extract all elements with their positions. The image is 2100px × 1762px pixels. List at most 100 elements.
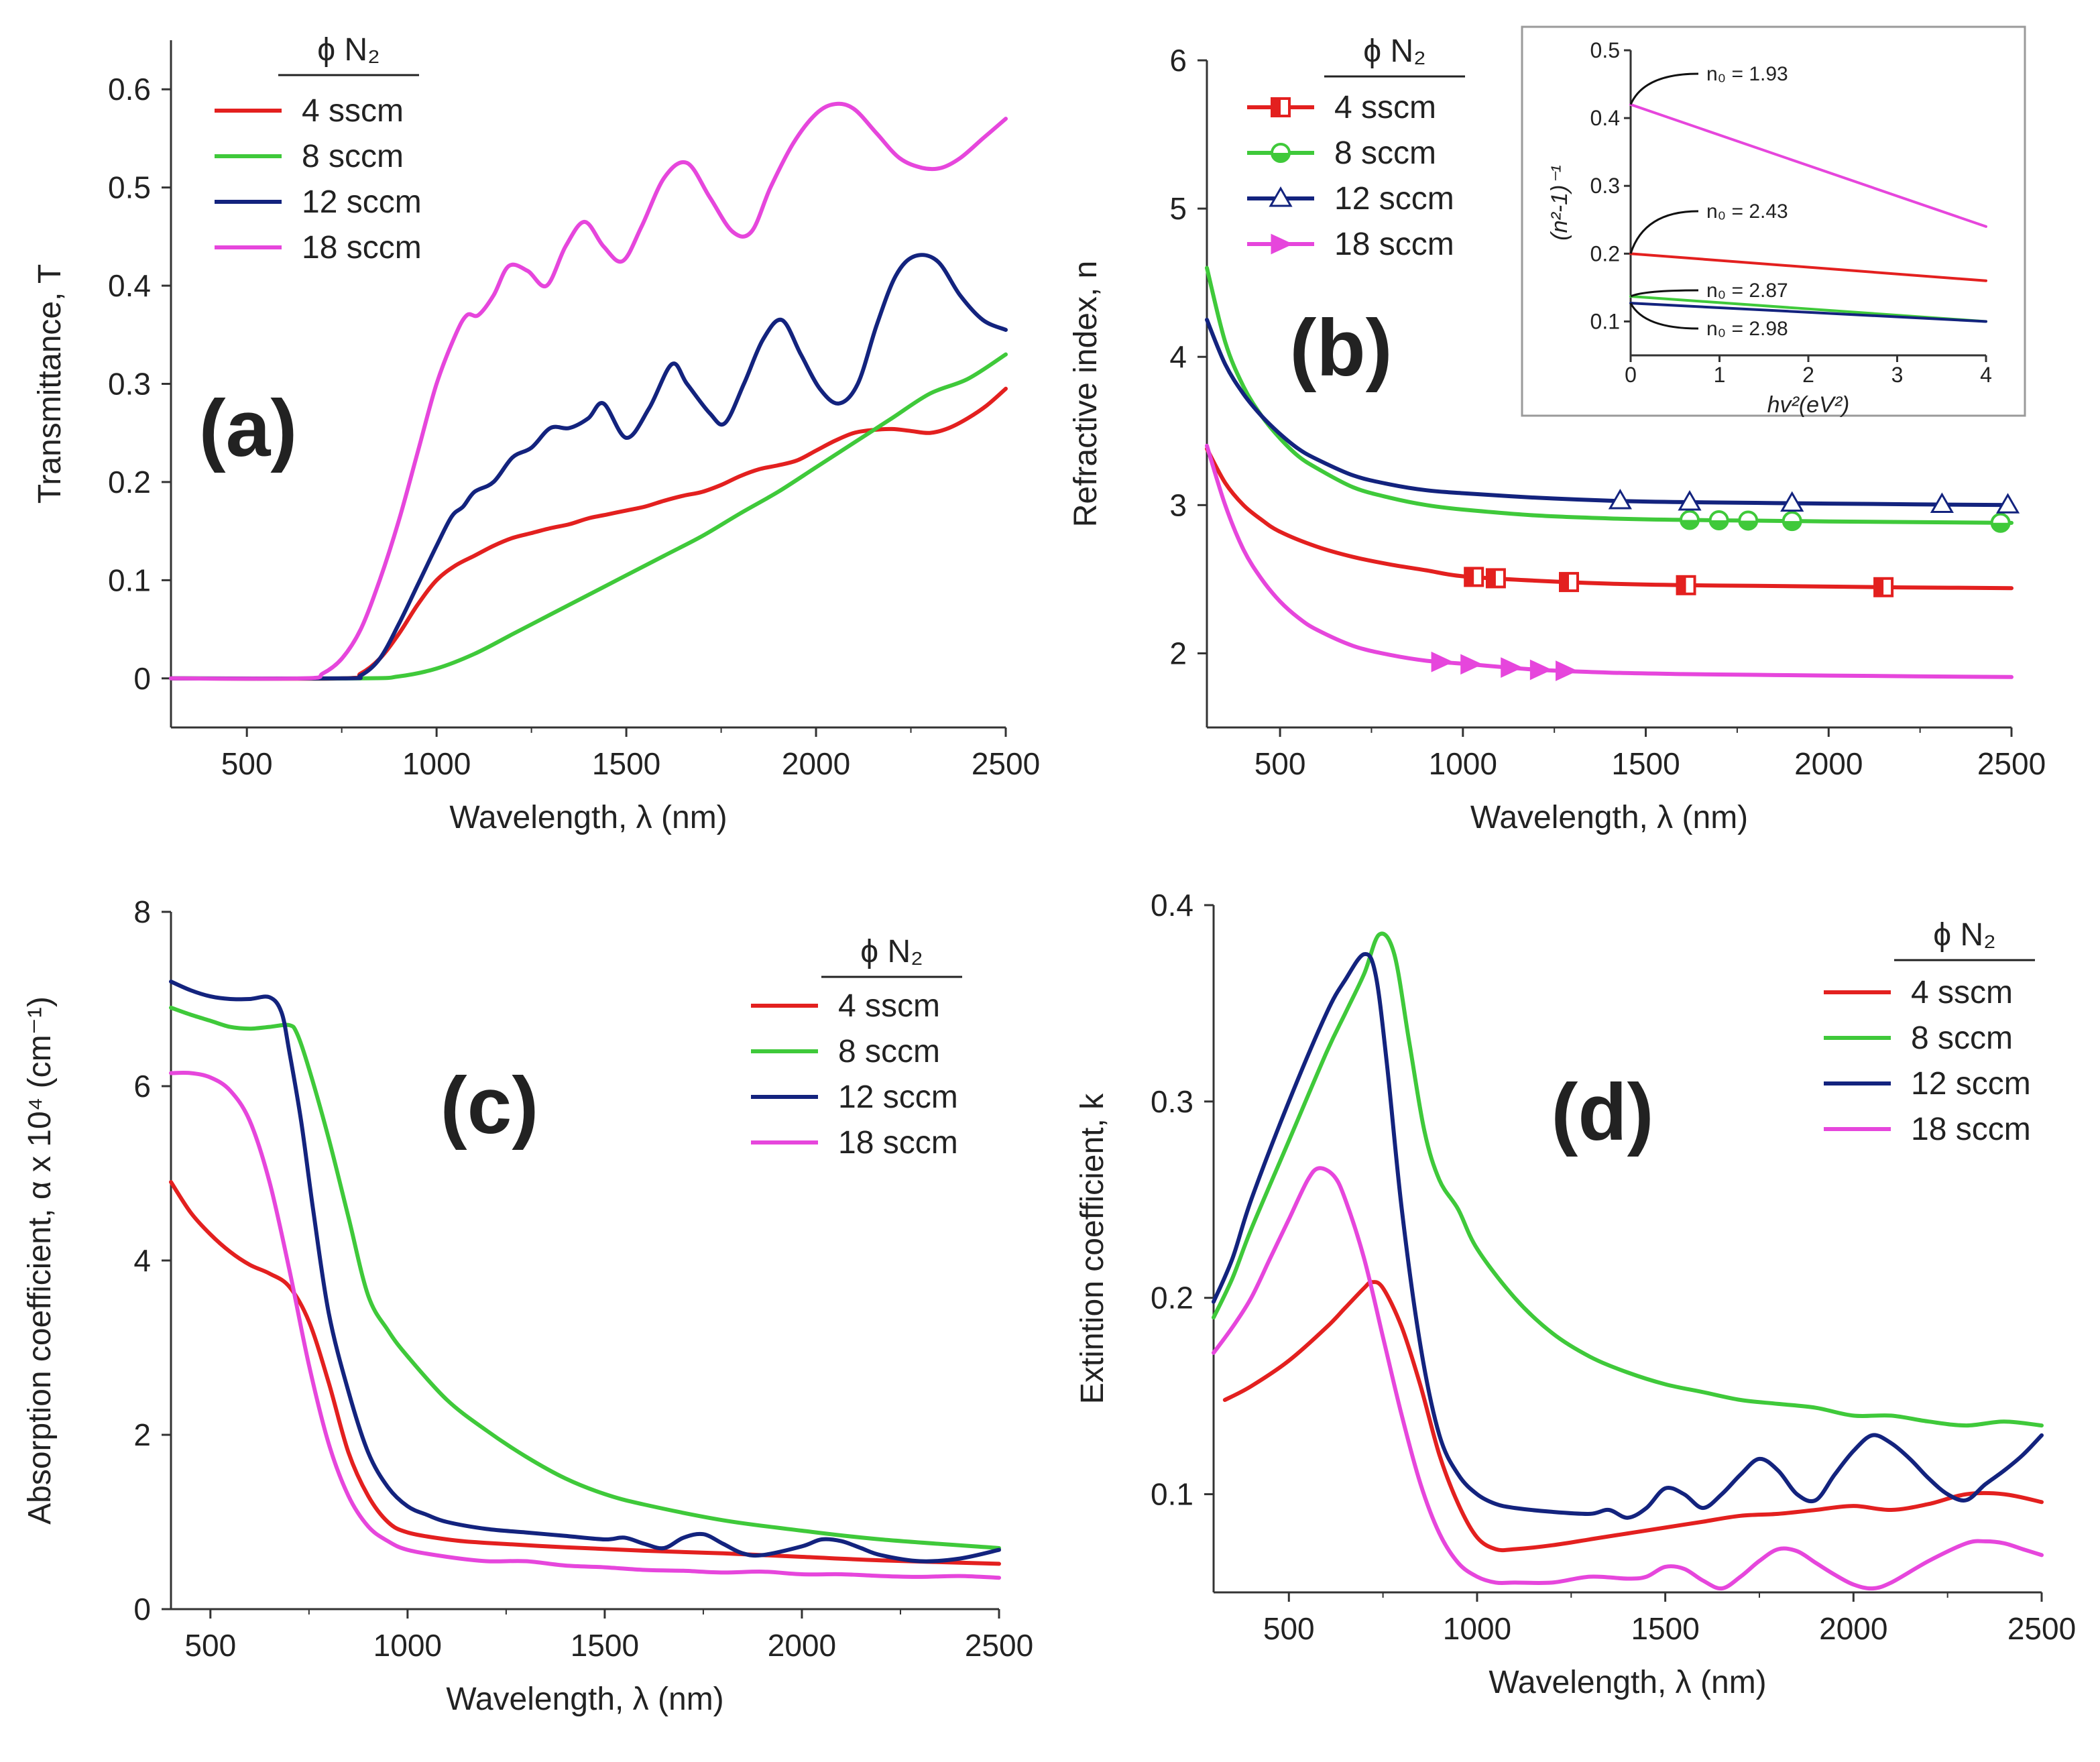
y-tick-label: 0.2 [108,465,151,500]
legend-label-12: 12 sccm [1911,1066,2031,1102]
series-line-12 [169,980,1001,1564]
legend-marker-12 [1269,186,1293,207]
y-tick-label: 5 [1169,191,1187,226]
legend-label-4: 4 sscm [1911,975,2013,1010]
annotation-leader [1630,289,1699,298]
y-tick-label: 0.4 [108,268,151,303]
x-tick-label: 1500 [571,1628,639,1663]
y-tick-label: 0.6 [108,72,151,107]
series-line-4 [1222,1280,2044,1553]
annotation-n0: n₀ = 2.43 [1706,200,1788,223]
series-line-12 [1212,951,2044,1520]
panel-d: 500 1000 1500 2000 2500 0.1 0.2 0.3 0.4 Wavelengt… [1075,888,2076,1700]
legend-label-8: 8 sccm [302,139,404,174]
y-tick-label: 2 [1169,636,1187,670]
series-marker-8-fill [1710,520,1728,529]
x-tick-label: 2500 [2007,1611,2076,1646]
panel-label-d: (d) [1551,1067,1653,1157]
x-tick-label: 4 [1980,363,1992,387]
series-line-12 [169,253,1008,681]
y-axis-title: Refractive index, n [1068,261,1104,528]
series-marker-4-fill [1875,578,1884,596]
y-axis-title: Transmittance, T [32,264,68,504]
series-marker-4-fill [1560,573,1569,591]
x-tick-label: 1000 [402,746,471,781]
x-tick-label: 1 [1714,363,1726,387]
y-tick-label: 0.4 [1151,888,1193,923]
legend-title: ϕ N₂ [860,934,923,970]
series-line-4 [169,386,1008,681]
series-line-18 [1629,103,1987,228]
series-marker-18 [1556,660,1578,681]
y-tick-label: 0.2 [1151,1281,1193,1315]
x-tick-label: 1500 [592,746,660,781]
series-marker-12 [1608,489,1632,510]
y-tick-label: 4 [133,1243,151,1278]
y-axis-title: (n²-1)⁻¹ [1547,165,1572,240]
x-tick-label: 2000 [1819,1611,1887,1646]
annotation-leader [1629,302,1699,330]
series-marker-8-fill [1783,521,1801,530]
y-tick-label: 0.5 [108,170,151,205]
y-tick-label: 3 [1169,487,1187,522]
y-tick-label: 6 [133,1069,151,1104]
x-tick-label: 3 [1891,363,1904,387]
series-marker-8-fill [1739,520,1757,530]
series-line-18 [169,1071,1001,1580]
x-tick-label: 500 [1255,746,1306,781]
panel-label-a: (a) [199,384,298,473]
panel-b: 500 1000 1500 2000 2500 2 3 4 5 6 Wavelength, λ (n… [1068,34,2046,835]
legend-label-4: 4 sscm [838,988,940,1024]
series-marker-18 [1431,651,1454,672]
y-tick-label: 4 [1169,339,1187,374]
legend-label-8: 8 sccm [1334,135,1436,171]
panel-label-c: (c) [441,1061,539,1151]
legend-title: ϕ N₂ [1363,34,1426,69]
x-tick-label: 1500 [1611,746,1680,781]
legend-marker-8-fill [1272,153,1289,162]
annotation-leader [1629,210,1699,254]
series-line-18 [169,101,1008,681]
y-axis-title: Extintion coefficient, k [1075,1093,1110,1404]
x-tick-label: 500 [184,1628,236,1663]
series-marker-12 [1780,491,1804,512]
x-tick-label: 500 [221,746,273,781]
series-marker-12 [1678,490,1702,511]
x-tick-label: 2 [1802,363,1814,387]
x-tick-label: 2000 [782,746,850,781]
legend-marker-4-fill [1272,99,1281,116]
x-tick-label: 0 [1625,363,1637,387]
x-tick-label: 2500 [1977,746,2046,781]
legend-label-18: 18 sccm [302,230,422,266]
x-axis-title: Wavelength, λ (nm) [446,1682,723,1717]
annotation-n0: n₀ = 2.87 [1706,280,1788,302]
series-marker-18 [1501,657,1523,679]
y-tick-label: 6 [1169,43,1187,78]
series-line-4 [169,1180,1001,1566]
series-line-4 [1629,252,1987,282]
legend-label-8: 8 sccm [1911,1020,2013,1056]
y-tick-label: 8 [133,894,151,929]
series-marker-18 [1529,659,1552,681]
series-marker-4-fill [1486,569,1496,587]
series-line-18 [1205,443,2014,679]
legend-title: ϕ N₂ [1933,917,1996,953]
y-tick-label: 0.3 [1151,1084,1193,1119]
series-marker-12 [1995,493,2020,514]
series-line-18 [1212,1166,2044,1591]
x-axis-title: Wavelength, λ (nm) [449,800,727,835]
y-tick-label: 0.2 [1590,241,1620,266]
series-line-8 [1212,931,2044,1428]
y-tick-label: 0 [133,1592,151,1627]
legend-label-4: 4 sscm [302,93,404,129]
y-tick-label: 0.1 [1151,1477,1193,1512]
x-axis-title: Wavelength, λ (nm) [1470,800,1748,835]
series-line-12 [1205,317,2014,508]
x-tick-label: 500 [1263,1611,1315,1646]
x-tick-label: 1000 [1429,746,1497,781]
series-marker-8-fill [1681,520,1698,529]
annotation-n0: n₀ = 2.98 [1706,318,1788,340]
y-tick-label: 0.1 [108,563,151,597]
legend-label-18: 18 sccm [838,1125,958,1161]
annotation-leader [1629,72,1699,105]
